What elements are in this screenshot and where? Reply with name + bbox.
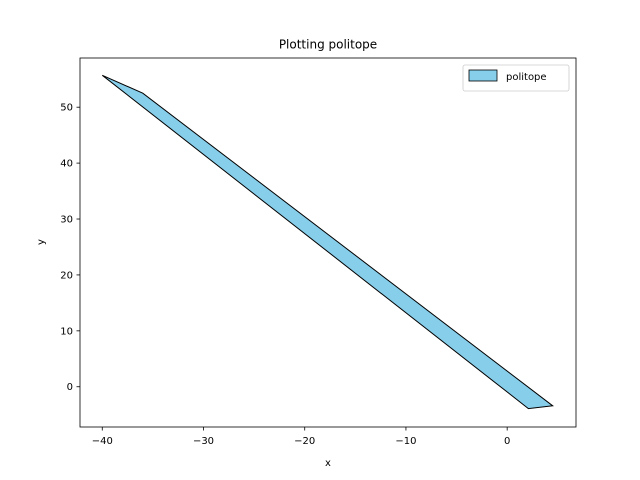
- y-tick-label: 40: [60, 159, 73, 170]
- y-tick-label: 50: [60, 103, 73, 114]
- legend-label-politope: politope: [506, 72, 547, 83]
- x-axis: −40 −30 −20 −10 0: [92, 427, 510, 447]
- series-layer: [101, 74, 554, 410]
- plot-area: −40 −30 −20 −10 0 0 10 20 30 40 50: [60, 57, 577, 447]
- x-tick-label: 0: [504, 436, 510, 447]
- y-tick-label: 0: [67, 382, 73, 393]
- y-tick-label: 20: [60, 270, 73, 281]
- polygon-politope: [101, 74, 554, 410]
- axes-frame: [79, 57, 577, 428]
- x-tick-label: −30: [193, 436, 214, 447]
- y-axis: 0 10 20 30 40 50: [60, 103, 80, 393]
- x-tick-label: −10: [395, 436, 416, 447]
- x-tick-label: −40: [92, 436, 113, 447]
- x-tick-label: −20: [294, 436, 315, 447]
- y-tick-label: 10: [60, 326, 73, 337]
- chart-title: Plotting politope: [279, 38, 377, 52]
- legend-swatch-politope: [468, 69, 498, 82]
- y-tick-label: 30: [60, 215, 73, 226]
- legend: politope: [462, 64, 570, 92]
- y-axis-label: y: [36, 239, 47, 245]
- x-axis-label: x: [325, 458, 331, 469]
